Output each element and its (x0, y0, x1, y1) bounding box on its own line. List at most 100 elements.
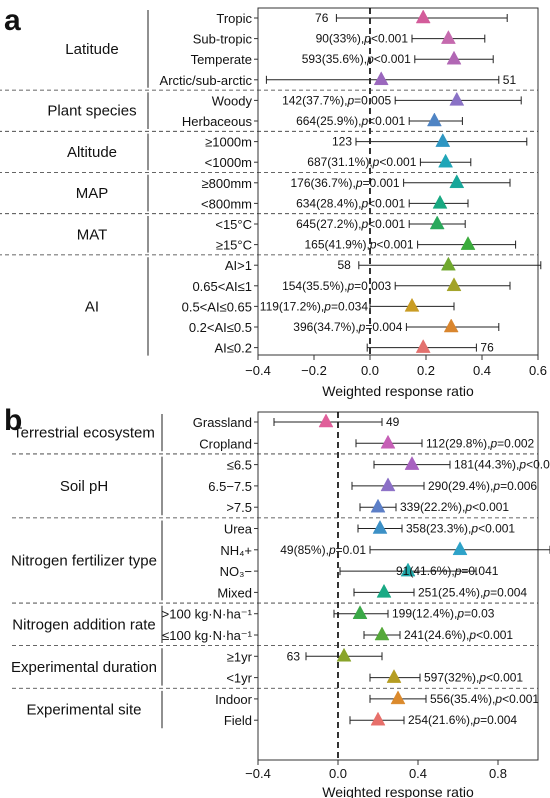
effect-marker (446, 277, 462, 292)
effect-marker (440, 256, 456, 271)
row-label: Cropland (199, 436, 252, 451)
row-label: AI>1 (225, 258, 252, 273)
row-label: Tropic (216, 11, 252, 26)
group-label: Latitude (65, 41, 118, 58)
row-label: 0.5<AI≤0.65 (182, 299, 252, 314)
row-label: >7.5 (226, 500, 252, 515)
effect-marker (318, 413, 334, 428)
sample-size-label: 58 (337, 258, 351, 272)
group-label: Altitude (67, 144, 117, 161)
effect-marker (404, 297, 420, 312)
x-tick-label: −0.4 (245, 766, 271, 781)
effect-marker (415, 339, 431, 353)
sample-size-label: 91(41.6%),p=0.041 (396, 564, 499, 578)
sample-size-label: 76 (480, 341, 494, 355)
sample-size-label: 358(23.3%),p<0.001 (406, 522, 515, 536)
group-label: MAP (76, 185, 109, 202)
sample-size-label: 90(33%),p<0.001 (316, 32, 409, 46)
group-label: Nitrogen addition rate (12, 616, 155, 633)
x-tick-label: 0.8 (489, 766, 507, 781)
sample-size-label: 112(29.8%),p=0.002 (426, 436, 535, 450)
effect-marker (380, 477, 396, 492)
x-tick-label: 0.2 (417, 363, 435, 378)
effect-marker (380, 434, 396, 449)
sample-size-label: 51 (503, 73, 517, 87)
sample-size-label: 396(34.7%),p=0.004 (293, 320, 402, 334)
sample-size-label: 49 (386, 415, 400, 429)
effect-marker (370, 711, 386, 726)
sample-size-label: 63 (287, 649, 301, 663)
effect-marker (390, 690, 406, 705)
row-label: Sub-tropic (193, 32, 253, 47)
row-label: <15°C (215, 217, 252, 232)
x-tick-label: −0.2 (301, 363, 327, 378)
row-label: <1000m (205, 155, 252, 170)
row-label: NO₃− (220, 564, 252, 579)
sample-size-label: 76 (315, 11, 329, 25)
row-label: Herbaceous (182, 114, 253, 129)
sample-size-label: 597(32%),p<0.001 (424, 671, 523, 685)
effect-marker (372, 519, 388, 534)
effect-marker (449, 91, 465, 106)
effect-marker (415, 9, 431, 24)
sample-size-label: 251(25.4%),p=0.004 (418, 585, 527, 599)
effect-marker (426, 112, 442, 127)
sample-size-label: 556(35.4%),p<0.001 (430, 692, 539, 706)
x-tick-label: 0.6 (529, 363, 547, 378)
sample-size-label: 199(12.4%),p=0.03 (392, 607, 495, 621)
row-label: <1yr (226, 671, 252, 686)
effect-marker (400, 562, 416, 577)
sample-size-label: 241(24.6%),p<0.001 (404, 628, 513, 642)
effect-marker (452, 541, 468, 556)
row-label: AI≤0.2 (215, 341, 253, 356)
sample-size-label: 165(41.9%),p<0.001 (304, 238, 413, 252)
row-label: Woody (212, 93, 253, 108)
effect-marker (432, 194, 448, 209)
effect-marker (376, 583, 392, 598)
sample-size-label: 593(35.6%),p<0.001 (302, 52, 411, 66)
x-tick-label: 0.4 (409, 766, 427, 781)
row-label: ≥800mm (202, 176, 252, 191)
group-label: MAT (77, 226, 108, 243)
sample-size-label: 645(27.2%),p<0.001 (296, 217, 405, 231)
effect-marker (438, 153, 454, 168)
effect-marker (374, 626, 390, 641)
sample-size-label: 339(22.2%),p<0.001 (400, 500, 509, 514)
effect-marker (446, 50, 462, 65)
sample-size-label: 664(25.9%),p<0.001 (296, 114, 405, 128)
effect-marker (386, 669, 402, 683)
group-label: AI (85, 298, 99, 315)
group-label: Plant species (47, 103, 136, 120)
row-label: Urea (224, 522, 253, 537)
sample-size-label: 176(36.7%),p=0.001 (290, 176, 399, 190)
sample-size-label: 154(35.5%),p=0.003 (282, 279, 391, 293)
sample-size-label: 181(44.3%),p<0.001 (454, 458, 550, 472)
sample-size-label: 290(29.4%),p=0.006 (428, 479, 537, 493)
group-label: Nitrogen fertilizer type (11, 552, 157, 569)
row-label: Mixed (217, 585, 252, 600)
sample-size-label: 123 (332, 135, 352, 149)
effect-marker (440, 30, 456, 44)
effect-marker (370, 498, 386, 513)
effect-marker (449, 174, 465, 189)
sample-size-label: 49(85%),p=0.01 (280, 543, 366, 557)
row-label: Field (224, 713, 252, 728)
plot-frame (257, 411, 539, 761)
row-label: ≥1000m (205, 135, 252, 150)
effect-marker (373, 71, 389, 86)
group-label: Experimental duration (11, 659, 157, 676)
effect-marker (352, 605, 368, 619)
row-label: >100 kg·N·ha⁻¹ (162, 607, 253, 622)
x-axis-label: Weighted response ratio (322, 784, 474, 798)
row-label: ≥15°C (216, 238, 252, 253)
group-label: Terrestrial ecosystem (13, 425, 155, 442)
row-label: Temperate (191, 52, 252, 67)
group-label: Experimental site (26, 702, 141, 719)
row-label: NH₄+ (220, 543, 252, 558)
sample-size-label: 634(28.4%),p<0.001 (296, 196, 405, 210)
row-label: 0.2<AI≤0.5 (189, 320, 252, 335)
x-tick-label: 0.4 (473, 363, 491, 378)
x-tick-label: 0.0 (329, 766, 347, 781)
plot-frame (257, 7, 539, 356)
